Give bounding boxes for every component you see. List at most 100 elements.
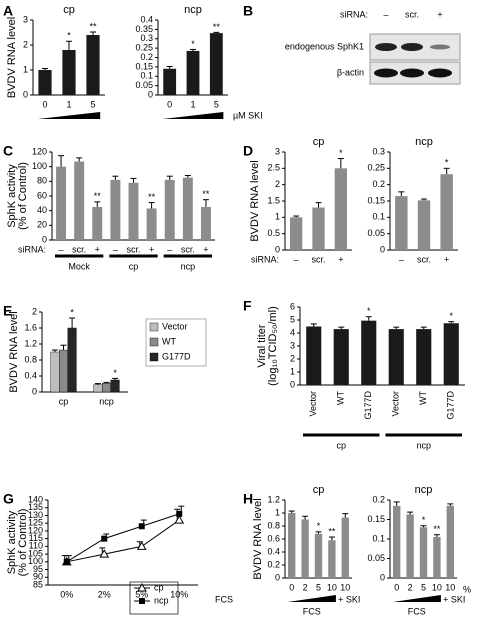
wedge: [287, 595, 336, 602]
chart-title: ncp: [415, 136, 433, 148]
x-tick-label: +: [95, 244, 100, 254]
y-tick-label: 0.15: [367, 514, 385, 524]
y-tick-label: 4: [290, 327, 295, 337]
bar: [146, 208, 157, 240]
x-tick-label: 2: [303, 582, 308, 592]
x-tick-label: cp: [59, 396, 69, 406]
bar: [182, 177, 193, 240]
x-tick-label: 10: [340, 582, 350, 592]
x-tick-label: scr.: [181, 244, 195, 254]
significance: *: [339, 148, 343, 158]
bar: [388, 329, 404, 385]
significance: *: [317, 521, 321, 531]
significance: *: [70, 307, 74, 317]
bar: [290, 217, 303, 250]
x-note: FCS: [215, 594, 233, 604]
x-tick-label: scr.: [417, 254, 431, 264]
y-tick-label: 3: [290, 340, 295, 350]
bar: [38, 70, 52, 95]
significance: **: [148, 192, 156, 202]
significance: **: [94, 191, 102, 201]
bar: [301, 519, 309, 578]
legend-swatch: [149, 322, 159, 332]
x-tick-label: 10: [327, 582, 337, 592]
y-tick-label: 0: [275, 572, 280, 582]
legend-label: G177D: [162, 351, 191, 361]
y-axis-label: Viral titer: [256, 324, 268, 368]
significance: *: [113, 368, 117, 378]
x-tick-label: 5: [90, 99, 95, 109]
y-tick-label: 2.5: [267, 163, 280, 173]
x-tick-label: 0: [167, 99, 172, 109]
y-tick-label: 0.1: [140, 71, 153, 81]
marker: [136, 541, 147, 550]
group-label: cp: [129, 261, 139, 271]
bar: [419, 527, 428, 578]
y-tick-label: 0.5: [267, 228, 280, 238]
y-tick-label: 0.25: [135, 43, 153, 53]
y-axis-label: (% of Control): [17, 162, 29, 230]
y-tick-label: 0.15: [135, 61, 153, 71]
marker: [138, 523, 145, 530]
y-tick-label: 0.8: [24, 354, 37, 364]
y-tick-label: 0.2: [140, 52, 153, 62]
bar: [443, 323, 459, 385]
y-tick-label: 100: [28, 556, 43, 566]
bar: [417, 200, 431, 250]
lane-label: scr.: [405, 9, 419, 19]
bar: [110, 379, 120, 393]
blot-header: siRNA:: [340, 9, 368, 19]
panel-label: E: [3, 303, 12, 319]
lane-label: –: [383, 9, 388, 19]
y-tick-label: 0.05: [367, 553, 385, 563]
band: [375, 43, 397, 51]
x-tick-label: Vector: [308, 391, 318, 417]
bar: [128, 182, 139, 240]
legend-swatch: [149, 337, 159, 347]
bar: [163, 68, 177, 95]
x-note: %: [463, 584, 471, 594]
wedge: [162, 112, 224, 119]
y-tick-label: 1.6: [24, 322, 37, 332]
significance: **: [89, 21, 97, 31]
x-tick-label: 10: [445, 582, 455, 592]
legend-label: ncp: [154, 595, 169, 605]
significance: *: [445, 158, 449, 168]
bar: [361, 320, 377, 385]
y-tick-label: 0.4: [267, 546, 280, 556]
bar: [86, 35, 100, 95]
y-tick-label: 5: [290, 314, 295, 324]
x-tick-label: 5%: [135, 589, 148, 599]
x-tick-label: 10: [432, 582, 442, 592]
panel-label: B: [243, 3, 253, 19]
row-label: endogenous SphK1: [285, 41, 364, 51]
x-tick-label: 5: [214, 99, 219, 109]
y-tick-label: 0: [42, 234, 47, 244]
x-tick-label: –: [113, 244, 118, 254]
y-tick-label: 135: [28, 502, 43, 512]
lane-label: +: [437, 9, 442, 19]
x-tick-label: –: [167, 244, 172, 254]
y-tick-label: 2: [275, 179, 280, 189]
bar: [406, 514, 414, 578]
significance: **: [202, 189, 210, 199]
y-tick-label: 1: [275, 507, 280, 517]
y-tick-label: 0.25: [367, 163, 385, 173]
y-axis-label: SphK activity: [6, 510, 18, 574]
bar: [312, 207, 325, 250]
y-tick-label: 0: [380, 244, 385, 254]
x-tick-label: 2: [408, 582, 413, 592]
wedge: [37, 112, 101, 119]
y-tick-label: 0.05: [367, 228, 385, 238]
y-tick-label: 2: [23, 39, 28, 49]
bar: [56, 166, 67, 240]
x-tick-label: –: [399, 254, 404, 264]
y-tick-label: 0.2: [267, 559, 280, 569]
group-label: ncp: [416, 440, 431, 450]
group-label: ncp: [181, 261, 196, 271]
extra-label: + SKI: [443, 594, 465, 604]
x-tick-label: G177D: [446, 391, 456, 420]
y-tick-label: 2: [32, 306, 37, 316]
